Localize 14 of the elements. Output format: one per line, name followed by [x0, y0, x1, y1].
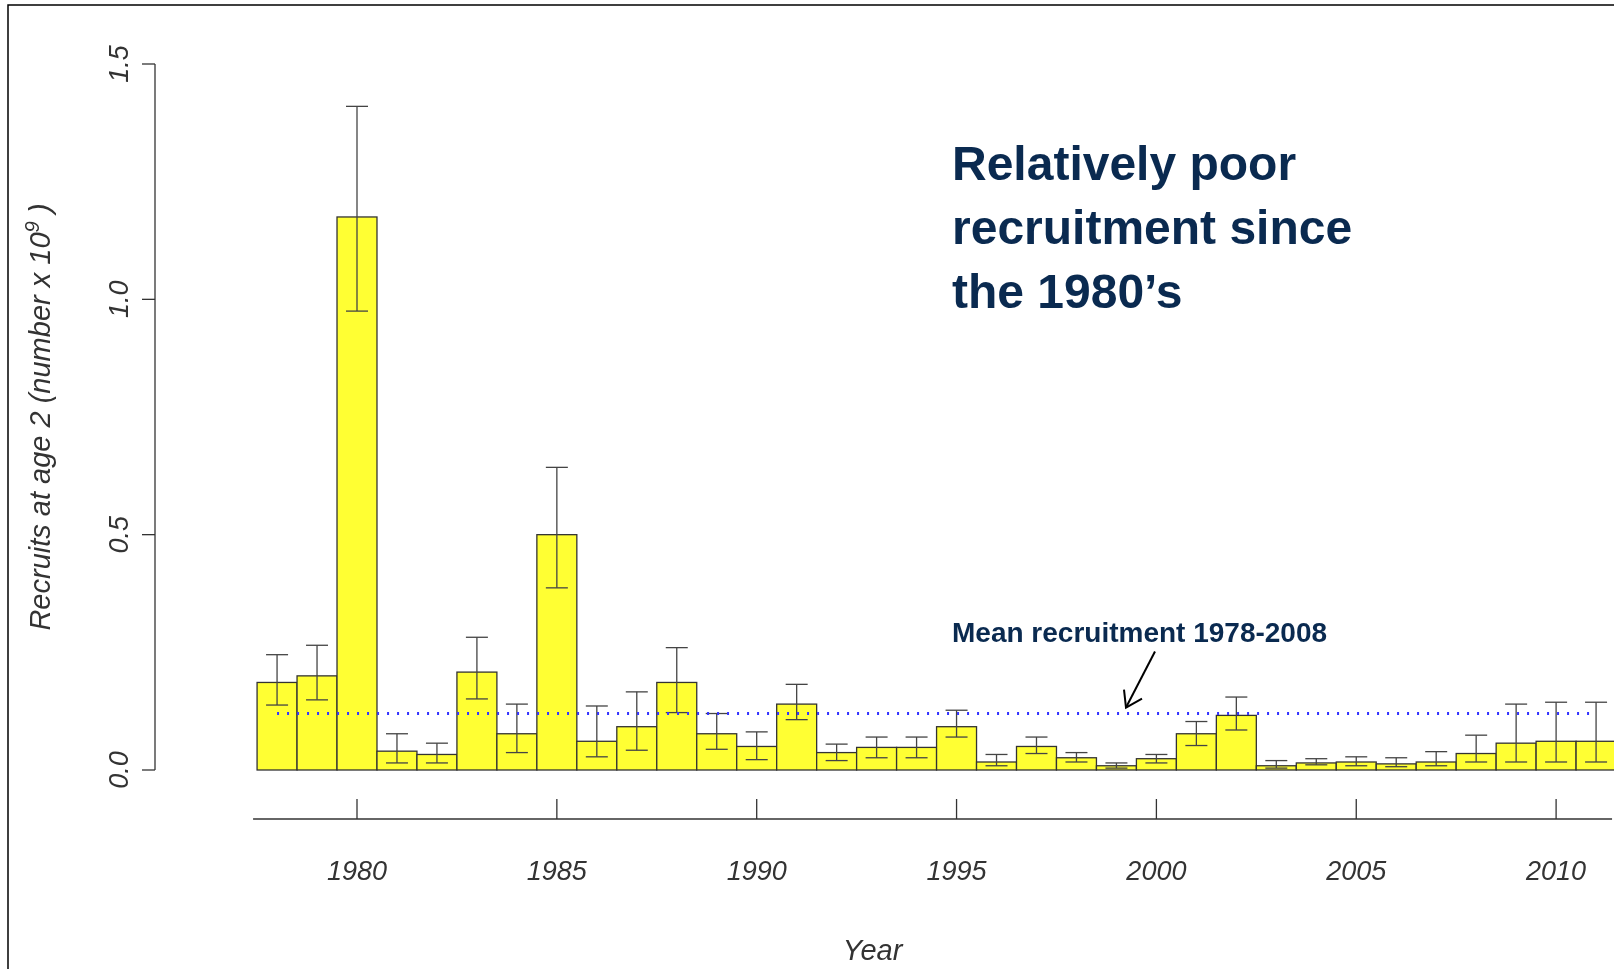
y-tick-label: 0.0: [104, 751, 134, 789]
x-tick-label: 2010: [1525, 856, 1587, 886]
x-tick-label: 1985: [526, 856, 588, 886]
x-tick-label: 1995: [926, 856, 988, 886]
annotation: Relatively poor recruitment since the 1980’s: [952, 137, 1353, 318]
x-tick-label: 2000: [1125, 856, 1187, 886]
x-tick-label: 2005: [1325, 856, 1388, 886]
x-axis-title: Year: [842, 934, 904, 966]
y-tick-label: 1.5: [104, 44, 134, 83]
x-tick-label: 1980: [326, 856, 388, 886]
ref-line-label: Mean recruitment 1978-2008: [952, 616, 1328, 648]
y-tick-label: 0.5: [104, 514, 134, 554]
y-tick-label: 1.0: [104, 280, 134, 319]
x-tick-label: 1990: [726, 856, 787, 886]
